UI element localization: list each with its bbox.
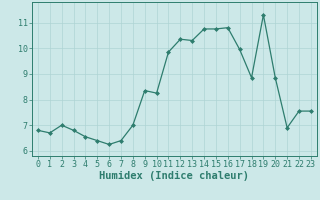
X-axis label: Humidex (Indice chaleur): Humidex (Indice chaleur)	[100, 171, 249, 181]
